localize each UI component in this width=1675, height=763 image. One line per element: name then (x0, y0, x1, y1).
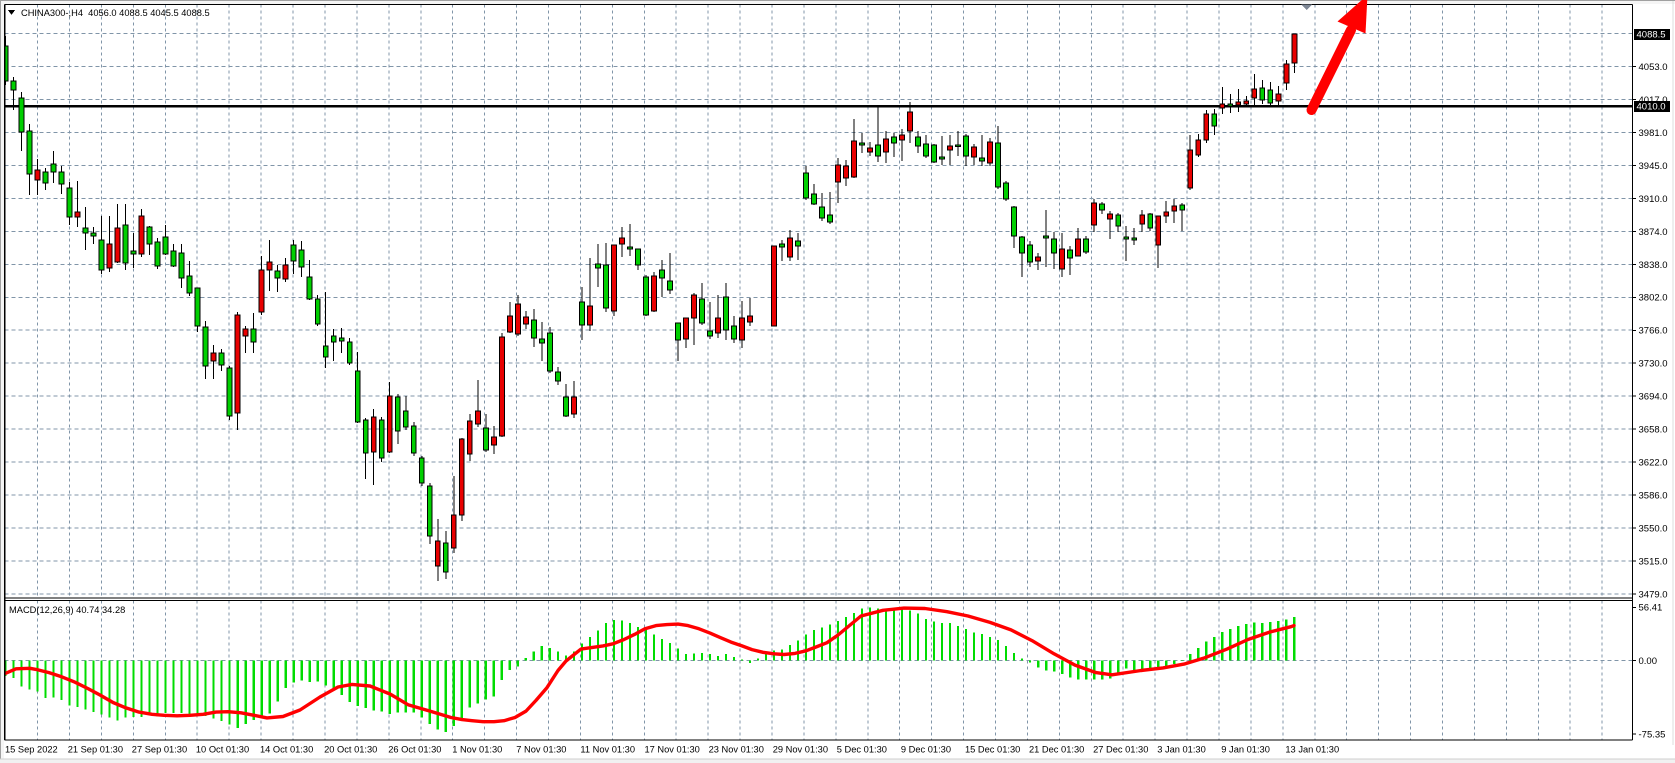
svg-text:4088.5: 4088.5 (1637, 29, 1666, 40)
svg-text:5 Dec 01:30: 5 Dec 01:30 (837, 744, 887, 754)
svg-text:1 Nov 01:30: 1 Nov 01:30 (452, 744, 502, 754)
svg-text:17 Nov 01:30: 17 Nov 01:30 (645, 744, 700, 754)
svg-text:13 Jan 01:30: 13 Jan 01:30 (1285, 744, 1339, 754)
svg-text:3550.0: 3550.0 (1639, 523, 1668, 534)
svg-text:56.41: 56.41 (1639, 603, 1663, 614)
svg-text:14 Oct 01:30: 14 Oct 01:30 (260, 744, 313, 754)
svg-text:3730.0: 3730.0 (1639, 359, 1668, 370)
svg-text:3838.0: 3838.0 (1639, 260, 1668, 271)
svg-text:3874.0: 3874.0 (1639, 227, 1668, 238)
svg-text:9 Dec 01:30: 9 Dec 01:30 (901, 744, 951, 754)
svg-text:3479.0: 3479.0 (1639, 589, 1668, 600)
svg-text:10 Oct 01:30: 10 Oct 01:30 (196, 744, 249, 754)
svg-text:3766.0: 3766.0 (1639, 326, 1668, 337)
svg-text:26 Oct 01:30: 26 Oct 01:30 (388, 744, 441, 754)
svg-text:4017.0: 4017.0 (1639, 95, 1668, 106)
svg-text:15 Sep 2022: 15 Sep 2022 (5, 744, 58, 754)
svg-text:11 Nov 01:30: 11 Nov 01:30 (580, 744, 635, 754)
svg-text:21 Sep 01:30: 21 Sep 01:30 (68, 744, 123, 754)
svg-text:MACD(12,26,9) 40.74 34.28: MACD(12,26,9) 40.74 34.28 (9, 605, 125, 615)
svg-text:CHINA300-,H4 4056.0 4088.5 40: CHINA300-,H4 4056.0 4088.5 4045.5 4088.5 (21, 8, 210, 18)
svg-text:4053.0: 4053.0 (1639, 62, 1668, 73)
svg-text:7 Nov 01:30: 7 Nov 01:30 (516, 744, 566, 754)
svg-text:3658.0: 3658.0 (1639, 425, 1668, 436)
svg-text:29 Nov 01:30: 29 Nov 01:30 (773, 744, 828, 754)
svg-text:23 Nov 01:30: 23 Nov 01:30 (709, 744, 764, 754)
svg-text:3981.0: 3981.0 (1639, 128, 1668, 139)
svg-text:3802.0: 3802.0 (1639, 293, 1668, 304)
svg-text:9 Jan 01:30: 9 Jan 01:30 (1221, 744, 1270, 754)
svg-text:3515.0: 3515.0 (1639, 556, 1668, 567)
svg-text:3945.0: 3945.0 (1639, 161, 1668, 172)
svg-text:20 Oct 01:30: 20 Oct 01:30 (324, 744, 377, 754)
svg-text:-75.35: -75.35 (1639, 730, 1666, 741)
svg-text:3 Jan 01:30: 3 Jan 01:30 (1157, 744, 1206, 754)
svg-text:27 Sep 01:30: 27 Sep 01:30 (132, 744, 187, 754)
svg-text:3622.0: 3622.0 (1639, 458, 1668, 469)
svg-text:3910.0: 3910.0 (1639, 194, 1668, 205)
svg-text:3694.0: 3694.0 (1639, 392, 1668, 403)
svg-text:15 Dec 01:30: 15 Dec 01:30 (965, 744, 1020, 754)
svg-text:21 Dec 01:30: 21 Dec 01:30 (1029, 744, 1084, 754)
svg-text:4010.0: 4010.0 (1637, 102, 1666, 113)
svg-text:0.00: 0.00 (1639, 656, 1658, 667)
svg-text:27 Dec 01:30: 27 Dec 01:30 (1093, 744, 1148, 754)
svg-text:3586.0: 3586.0 (1639, 491, 1668, 502)
